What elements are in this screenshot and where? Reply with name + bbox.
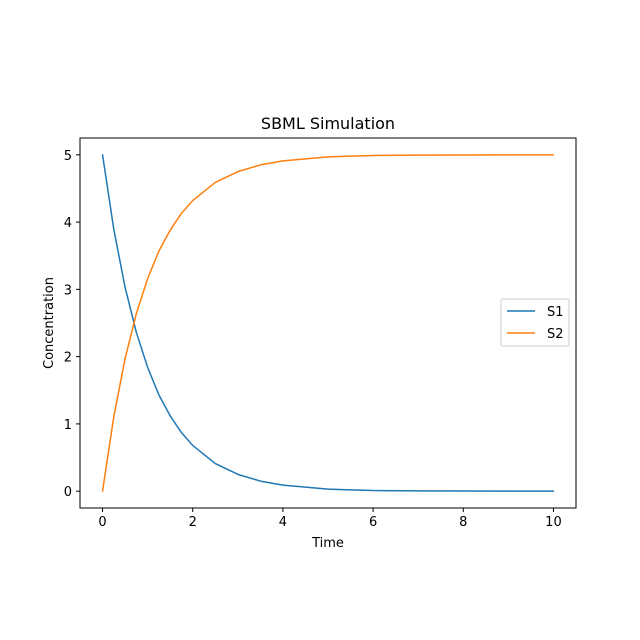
y-axis-label: Concentration	[42, 277, 57, 369]
y-tick-label: 0	[64, 485, 72, 500]
y-tick-label: 3	[64, 283, 72, 298]
x-tick-label: 2	[189, 515, 197, 530]
y-tick-label: 2	[64, 351, 72, 366]
plot-area	[101, 154, 555, 492]
chart-title: SBML Simulation	[261, 114, 395, 133]
x-tick-label: 10	[545, 515, 562, 530]
x-axis-label: Time	[311, 536, 344, 551]
y-tick-label: 5	[64, 149, 72, 164]
y-tick-label: 1	[64, 418, 72, 433]
x-tick-label: 0	[98, 515, 106, 530]
y-axis: 0 1 2 3 4 5	[64, 149, 80, 500]
axes-frame	[79, 137, 577, 509]
legend-label-s1: S1	[547, 305, 564, 320]
x-tick-label: 6	[369, 515, 377, 530]
x-tick-label: 8	[459, 515, 467, 530]
series-line-s1	[101, 154, 555, 492]
legend-label-s2: S2	[547, 327, 564, 342]
series-line-s2	[101, 154, 555, 492]
x-axis: 0 2 4 6 8 10	[98, 508, 562, 530]
x-tick-label: 4	[279, 515, 287, 530]
y-tick-label: 4	[64, 216, 72, 231]
